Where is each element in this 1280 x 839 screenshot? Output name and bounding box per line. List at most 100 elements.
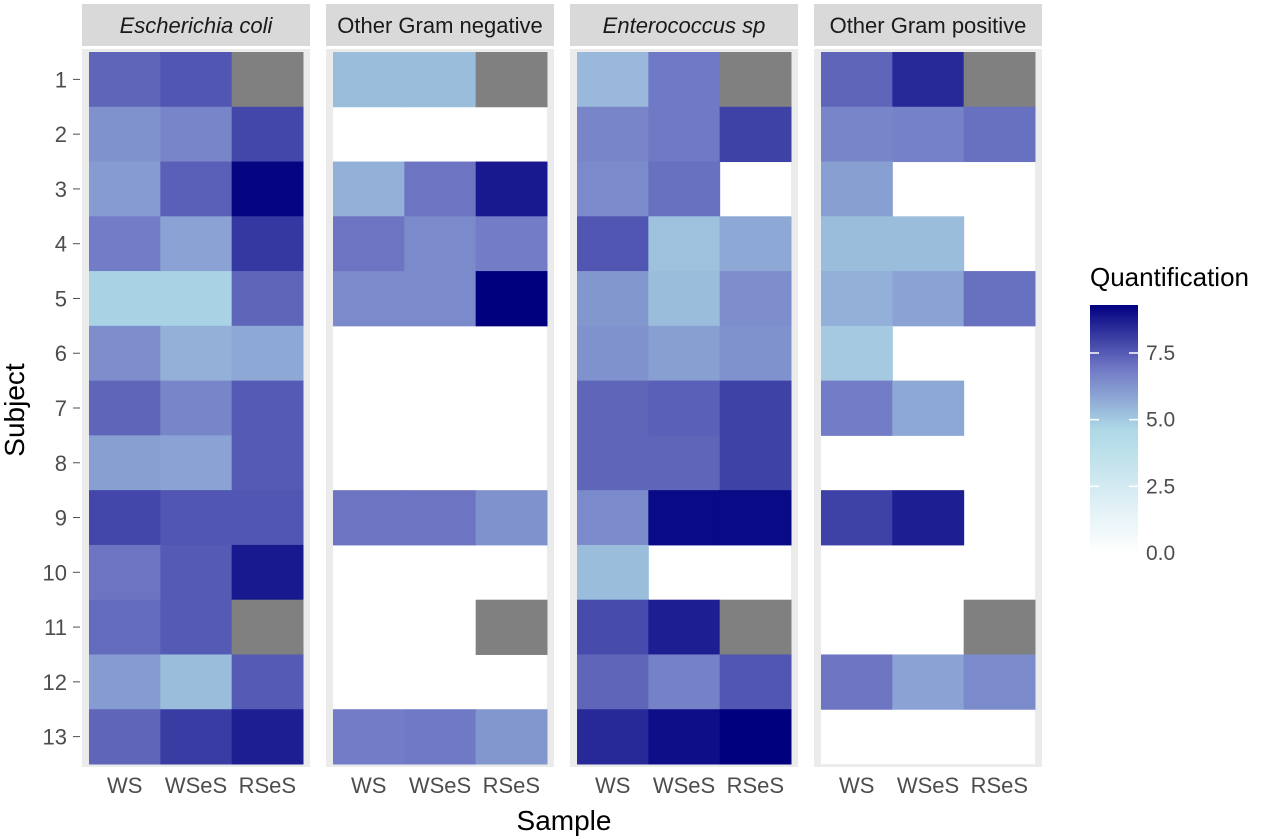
heatmap-cell: [648, 216, 721, 272]
heatmap-cell: [577, 161, 649, 217]
y-tick-label: 10: [43, 560, 67, 585]
heatmap-cell: [821, 380, 893, 436]
heatmap-cell: [89, 490, 161, 546]
legend-tick-label: 0.0: [1146, 542, 1175, 565]
heatmap-cell: [160, 325, 233, 382]
y-tick-label: 12: [43, 670, 67, 695]
y-axis-title: Subject: [0, 363, 30, 457]
heatmap-cell: [89, 216, 161, 272]
heatmap-cell: [231, 654, 304, 710]
panel-area: [333, 52, 547, 764]
heatmap-cell: [333, 490, 405, 546]
heatmap-cell: [892, 271, 965, 327]
heatmap-cell: [89, 106, 161, 163]
heatmap-cell: [821, 106, 893, 163]
heatmap-cell: [231, 161, 304, 217]
heatmap-cell: [160, 216, 233, 272]
x-tick-label: WS: [351, 773, 386, 798]
heatmap-cell: [89, 325, 161, 382]
heatmap-cell: [475, 490, 548, 546]
x-tick-label: RSeS: [239, 773, 296, 798]
y-tick-label: 13: [43, 725, 67, 750]
facet-panel: Enterococcus sp WS WSeS RSeS: [570, 4, 798, 798]
heatmap-cell: [821, 490, 893, 546]
heatmap-cell: [231, 106, 304, 163]
heatmap-cell: [892, 216, 965, 272]
heatmap-cell: [719, 325, 792, 382]
heatmap-cell: [231, 325, 304, 382]
heatmap-cell: [821, 52, 893, 108]
y-tick-label: 4: [55, 232, 67, 257]
heatmap-cell: [333, 52, 405, 108]
heatmap-cell: [160, 106, 233, 163]
heatmap-cell: [231, 490, 304, 546]
heatmap-cell: [160, 599, 233, 655]
heatmap-cell: [577, 52, 649, 108]
heatmap-cell: [648, 52, 721, 108]
x-tick-label: WSeS: [653, 773, 715, 798]
x-tick-label: RSeS: [483, 773, 540, 798]
heatmap-cell: [648, 325, 721, 382]
heatmap-cell: [648, 709, 721, 765]
facet-panel: Other Gram positive WS WSeS RSeS: [814, 4, 1042, 798]
legend-title: Quantification: [1090, 262, 1249, 292]
heatmap-cell: [821, 161, 893, 217]
heatmap-cell: [648, 161, 721, 217]
heatmap-cell: [719, 106, 792, 163]
heatmap-cell: [963, 599, 1036, 655]
heatmap-cell: [333, 161, 405, 217]
heatmap-cell: [719, 216, 792, 272]
heatmap-cell: [577, 271, 649, 327]
heatmap-cell: [648, 106, 721, 163]
heatmap-cell: [719, 52, 792, 108]
heatmap-cell: [577, 654, 649, 710]
heatmap-cell: [577, 490, 649, 546]
facet-panel: Other Gram negative WS WSeS RSeS: [326, 4, 554, 798]
heatmap-cell: [160, 380, 233, 436]
facet-strip-label: Enterococcus sp: [603, 13, 766, 38]
heatmap-cell: [648, 654, 721, 710]
y-tick-label: 6: [55, 341, 67, 366]
heatmap-cell: [404, 709, 477, 765]
x-tick-label: WS: [839, 773, 874, 798]
heatmap-cell: [648, 435, 721, 491]
heatmap-cell: [89, 161, 161, 217]
legend-tick-label: 5.0: [1146, 409, 1175, 432]
heatmap-cell: [89, 599, 161, 655]
heatmap-cell: [821, 654, 893, 710]
heatmap-cell: [160, 490, 233, 546]
x-tick-label: RSeS: [727, 773, 784, 798]
heatmap-cell: [89, 544, 161, 601]
y-tick-label: 5: [55, 286, 67, 311]
heatmap-cell: [404, 161, 477, 217]
heatmap-cell: [333, 709, 405, 765]
y-tick-label: 2: [55, 122, 67, 147]
heatmap-cell: [89, 52, 161, 108]
heatmap-cell: [475, 709, 548, 765]
heatmap-cell: [89, 271, 161, 327]
heatmap-cell: [404, 490, 477, 546]
facet-panel: Escherichia coli WS WSeS RSeS: [82, 4, 310, 798]
heatmap-cell: [719, 271, 792, 327]
heatmap-cell: [231, 544, 304, 601]
x-tick-label: WS: [595, 773, 630, 798]
heatmap-cell: [89, 435, 161, 491]
heatmap-cell: [333, 271, 405, 327]
heatmap-cell: [821, 271, 893, 327]
heatmap-cell: [160, 271, 233, 327]
heatmap-cell: [719, 490, 792, 546]
facet-strip: [326, 4, 554, 46]
legend: Quantification 0.0 2.5 5.0 7.5: [1090, 262, 1249, 565]
heatmap-cell: [892, 654, 965, 710]
heatmap-cell: [231, 271, 304, 327]
x-tick-label: WS: [107, 773, 142, 798]
heatmap-cell: [577, 325, 649, 382]
heatmap-cell: [404, 216, 477, 272]
y-tick-label: 8: [55, 451, 67, 476]
y-tick-label: 11: [44, 615, 67, 640]
heatmap-cell: [963, 106, 1036, 163]
heatmap-cell: [89, 654, 161, 710]
heatmap-cell: [577, 216, 649, 272]
heatmap-cell: [892, 106, 965, 163]
